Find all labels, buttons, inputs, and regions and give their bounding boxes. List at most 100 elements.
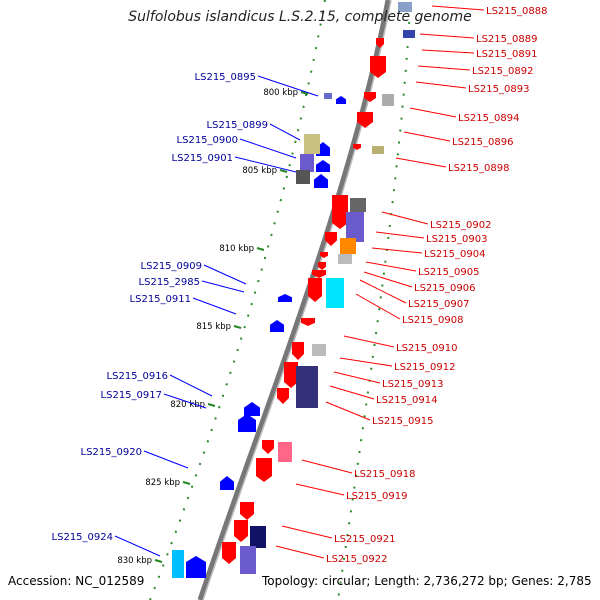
gene-label: LS215_0913 [382,379,443,390]
forward-gene-arrow [325,232,337,246]
leader-line [239,138,297,159]
gene-layer [172,2,415,578]
feature-block [296,170,310,184]
gene-label: LS215_0918 [354,469,415,480]
leader-line [417,65,471,71]
leader-line [201,280,245,293]
gene-label: LS215_0921 [334,534,395,545]
leader-line [257,75,319,97]
gene-label: LS215_0917 [101,390,162,401]
leader-line [301,459,353,474]
leader-line [409,107,457,118]
leader-line [333,371,381,384]
feature-block [324,93,332,99]
gene-label: LS215_0903 [426,234,487,245]
leader-line [343,335,395,348]
gene-label: LS215_0899 [207,120,268,131]
leader-line [359,279,407,304]
tick-label: 810 kbp [219,244,254,254]
forward-gene-arrow [256,458,272,482]
reverse-gene-arrow [316,160,330,172]
gene-label: LS215_0924 [52,532,113,543]
forward-gene-arrow [332,195,348,229]
tick-label: 825 kbp [145,478,180,488]
gene-label: LS215_0888 [486,6,547,17]
tick-mark [233,325,242,329]
gene-label: LS215_0892 [472,66,533,77]
forward-gene-arrow [292,342,304,360]
reverse-gene-arrow [270,320,284,332]
leader-line [234,156,297,173]
forward-gene-arrow [277,388,289,404]
feature-block [240,546,256,574]
gene-label: LS215_0889 [476,34,537,45]
map-title: Sulfolobus islandicus L.S.2.15, complete… [128,9,472,25]
leader-line [415,81,467,89]
leader-line [421,49,475,54]
feature-block [382,94,394,106]
gene-label: LS215_2985 [139,277,200,288]
forward-gene-arrow [240,502,254,520]
gene-label: LS215_0915 [372,416,433,427]
feature-block [346,212,364,242]
forward-gene-arrow [301,318,315,326]
leader-line [269,123,301,141]
leader-line [192,297,237,315]
feature-block [350,198,366,212]
forward-gene-arrow [262,440,274,454]
leader-line [363,271,413,288]
leader-line [431,5,485,11]
reverse-gene-arrow [278,294,292,302]
tick-mark [279,169,288,173]
tick-mark [300,91,309,95]
genome-backbone [197,0,391,600]
gene-label: LS215_0894 [458,113,519,124]
leader-line [329,385,375,400]
leader-line [395,157,447,168]
tick-label: 800 kbp [263,88,298,98]
feature-block [338,254,352,264]
feature-block [340,238,356,254]
gene-label: LS215_0922 [326,554,387,565]
leader-line [281,525,333,539]
feature-block [172,550,184,578]
feature-block [398,2,412,12]
reverse-gene-arrow [314,174,328,188]
leader-line [143,450,189,469]
tick-label: 820 kbp [170,400,205,410]
gene-label: LS215_0901 [172,153,233,164]
forward-gene-arrow [308,278,322,302]
reverse-gene-arrow [238,414,256,432]
forward-gene-arrow [222,542,236,564]
forward-gene-arrow [312,270,326,278]
gene-label: LS215_0906 [414,283,475,294]
feature-block [250,526,266,548]
tick-mark [256,247,265,251]
feature-block [296,366,318,408]
gene-label: LS215_0891 [476,49,537,60]
label-layer: LS215_0888 LS215_0889 LS215_0891 LS215_0892… [52,5,547,565]
reverse-gene-arrow [220,476,234,490]
gene-label: LS215_0919 [346,491,407,502]
gene-label: LS215_0902 [430,220,491,231]
gene-label: LS215_0898 [448,163,509,174]
gene-label: LS215_0908 [402,315,463,326]
leader-line [163,393,207,409]
reverse-gene-arrow [244,402,260,416]
feature-block [300,154,314,172]
feature-block [326,278,344,308]
gene-label: LS215_0910 [396,343,457,354]
gene-label: LS215_0900 [177,135,238,146]
tick-mark [207,403,216,407]
gene-label: LS215_0893 [468,84,529,95]
leader-line [325,401,371,421]
reverse-gene-arrow [336,96,346,104]
feature-block [312,344,326,356]
forward-gene-arrow [234,520,248,542]
leader-line [275,545,325,559]
gene-label: LS215_0920 [81,447,142,458]
topology-text: Topology: circular; Length: 2,736,272 bp… [262,574,592,588]
feature-block [372,146,384,154]
reverse-gene-arrow [186,556,206,578]
